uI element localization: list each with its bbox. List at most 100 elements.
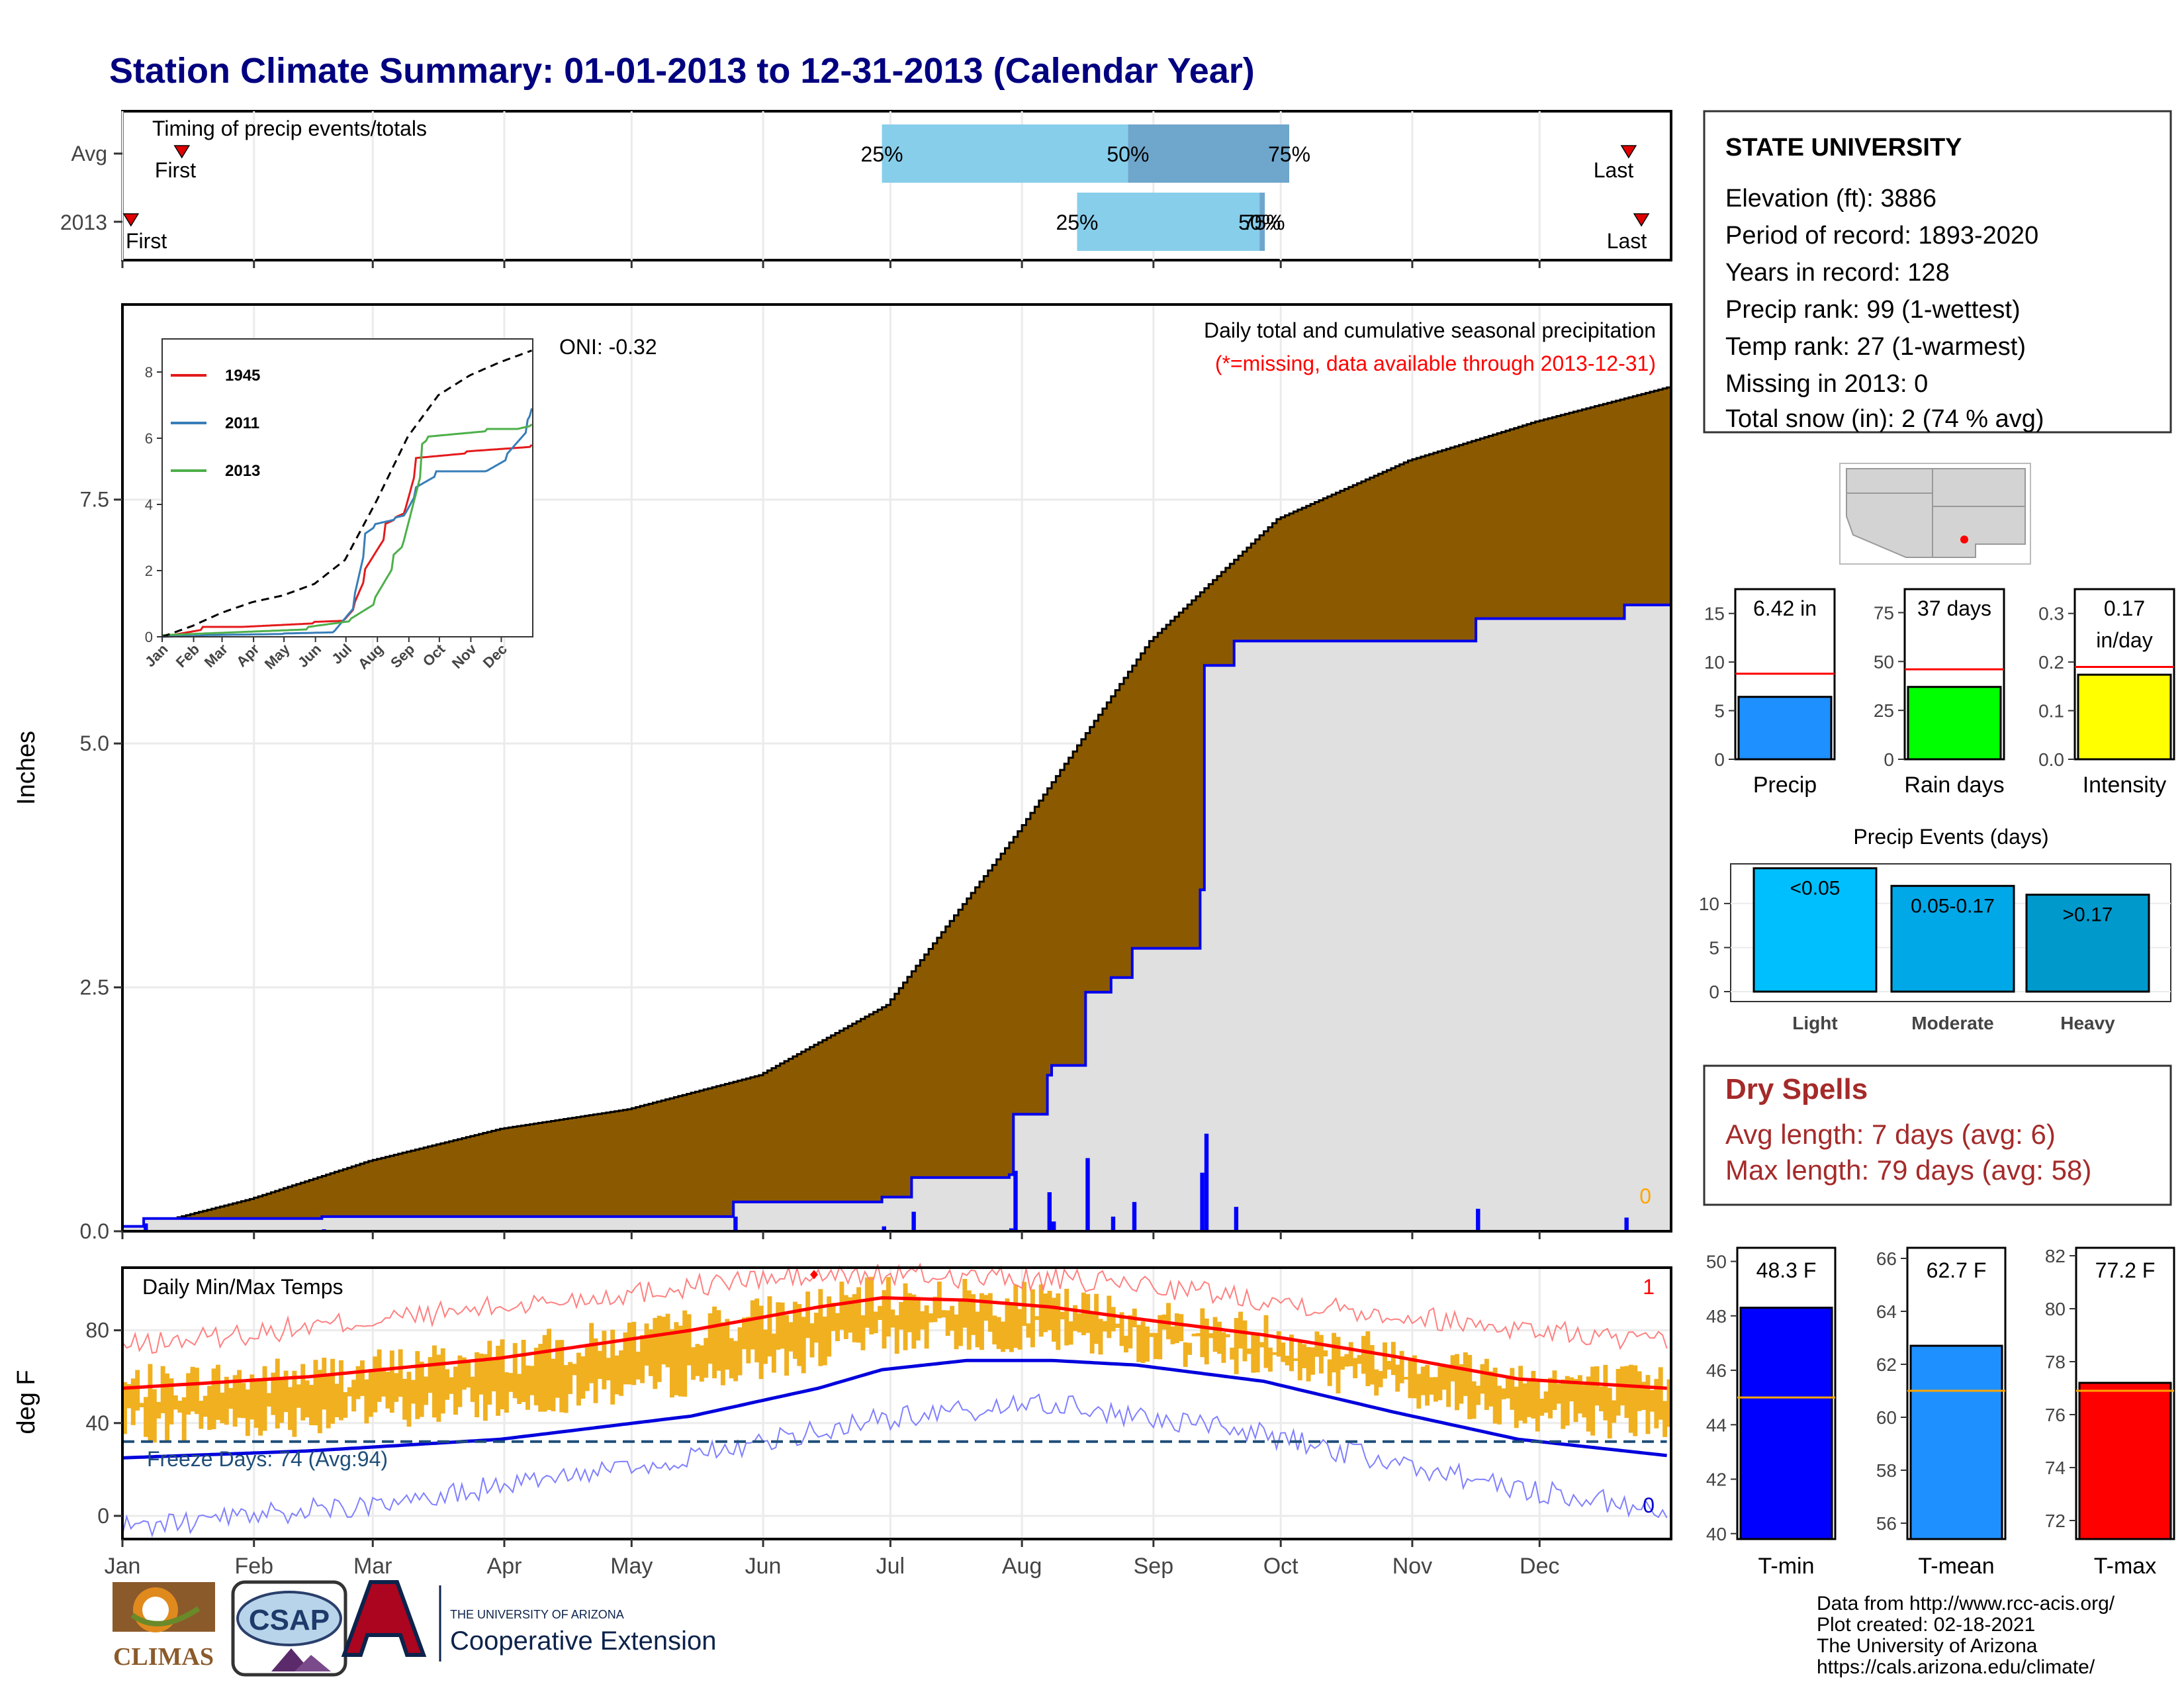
page-title: Station Climate Summary: 01-01-2013 to 1… xyxy=(109,51,1255,91)
temp-summary-value-0: 48.3 F xyxy=(1756,1258,1817,1282)
footer-line-university: The University of Arizona xyxy=(1817,1635,2038,1657)
daily-temp-bar xyxy=(1217,1321,1222,1354)
daily-temp-bar xyxy=(389,1350,394,1413)
daily-temp-bar xyxy=(1552,1370,1557,1410)
station-name: STATE UNIVERSITY xyxy=(1725,134,1962,162)
daily-temp-bar xyxy=(971,1294,976,1335)
footer-credits: Data from http://www.rcc-acis.org/ Plot … xyxy=(1817,1593,2115,1678)
daily-temp-bar xyxy=(207,1385,212,1430)
timing-panel-title: Timing of precip events/totals xyxy=(152,117,427,140)
daily-temp-bar xyxy=(911,1294,917,1349)
mini-bar-value-2-b: in/day xyxy=(2096,628,2152,652)
station-box-frame xyxy=(1703,110,2172,434)
month-tick-label-4: May xyxy=(610,1554,653,1579)
daily-temp-bar xyxy=(1255,1332,1260,1373)
daily-temp-bar xyxy=(181,1397,187,1442)
daily-temp-bar xyxy=(1119,1312,1124,1346)
daily-temp-bar xyxy=(1170,1326,1175,1344)
daily-temp-bar xyxy=(1179,1314,1184,1342)
daily-temp-bar xyxy=(699,1345,704,1382)
mini-bar-tick-label-0-3: 15 xyxy=(1704,604,1725,624)
daily-temp-bar xyxy=(525,1365,530,1410)
daily-temp-bar xyxy=(1577,1375,1582,1414)
daily-temp-bar xyxy=(1052,1297,1056,1342)
daily-temp-bar xyxy=(848,1297,853,1333)
temp-summary-bar-1 xyxy=(1909,1344,2003,1540)
daily-temp-bar xyxy=(1471,1381,1477,1419)
station-line-temp-rank: Temp rank: 27 (1-warmest) xyxy=(1725,333,2026,361)
daily-temp-bar xyxy=(1094,1293,1099,1344)
daily-precip-bar xyxy=(1476,1209,1480,1231)
daily-temp-bar xyxy=(737,1327,743,1376)
ua-cooperative-extension-logo: A THE UNIVERSITY OF ARIZONA Cooperative … xyxy=(341,1580,716,1662)
dry-spells-title: Dry Spells xyxy=(1725,1073,1868,1105)
temp-summary-tick-label-1-2: 60 xyxy=(1876,1407,1897,1428)
events-category-1: Moderate xyxy=(1911,1013,1993,1033)
timing-avg-pct-label-2: 50% xyxy=(1107,142,1149,166)
events-y-tick-label-1: 5 xyxy=(1709,937,1719,958)
inset-y-tick-label-1: 2 xyxy=(145,563,153,579)
daily-temp-bar xyxy=(470,1376,475,1402)
daily-temp-bar xyxy=(343,1392,348,1418)
csap-logo-text: CSAP xyxy=(249,1604,330,1636)
timing-2013-first-marker xyxy=(122,213,140,227)
daily-temp-bar xyxy=(674,1322,679,1395)
daily-temp-bar xyxy=(338,1360,343,1421)
daily-temp-bar xyxy=(648,1329,653,1376)
daily-temp-bar xyxy=(1357,1355,1362,1364)
mini-bar-tick-label-1-0: 0 xyxy=(1884,749,1894,770)
temp-summary-tick-label-2-1: 74 xyxy=(2045,1458,2066,1478)
daily-temp-bar xyxy=(1497,1385,1502,1425)
daily-temp-bar xyxy=(266,1393,271,1407)
daily-temp-bar xyxy=(1115,1323,1120,1329)
daily-temp-bar xyxy=(610,1329,615,1405)
daily-temp-bar xyxy=(1353,1358,1358,1379)
daily-temp-bar xyxy=(707,1313,713,1364)
daily-temp-bar xyxy=(453,1366,458,1415)
daily-temp-bar xyxy=(1556,1383,1561,1404)
inset-y-tick-label-0: 0 xyxy=(145,629,153,645)
footer-line-created: Plot created: 02-18-2021 xyxy=(1817,1614,2035,1636)
daily-temp-bar xyxy=(292,1370,297,1437)
daily-temp-bar xyxy=(1437,1366,1443,1401)
temp-series-avg-max xyxy=(122,1296,1667,1390)
daily-temp-bar xyxy=(979,1293,984,1350)
inset-y-tick-label-2: 4 xyxy=(145,496,153,513)
temp-summary-tick-label-2-3: 78 xyxy=(2045,1352,2066,1372)
daily-temp-bar xyxy=(1323,1350,1328,1357)
daily-temp-bar xyxy=(300,1364,306,1421)
daily-temp-bar xyxy=(1149,1333,1154,1337)
daily-temp-bar xyxy=(1387,1360,1392,1370)
timing-avg-bar-25-50 xyxy=(882,124,1128,183)
timing-2013-last-label: Last xyxy=(1607,229,1647,253)
daily-temp-bar xyxy=(410,1380,416,1404)
inset-legend-label-2: 2013 xyxy=(225,462,260,480)
daily-temp-bar xyxy=(640,1335,645,1383)
daily-temp-bar xyxy=(822,1316,827,1366)
daily-temp-bar xyxy=(364,1379,369,1424)
daily-temp-bar xyxy=(784,1315,790,1376)
daily-temp-bar xyxy=(924,1305,929,1349)
daily-temp-bar xyxy=(1098,1319,1103,1355)
daily-temp-bar xyxy=(598,1350,602,1380)
daily-temp-bar xyxy=(1276,1331,1281,1357)
daily-temp-bar xyxy=(843,1295,848,1339)
daily-temp-bar xyxy=(831,1303,836,1331)
daily-temp-bar xyxy=(1263,1315,1269,1368)
temp-summary-tick-label-2-4: 80 xyxy=(2045,1299,2066,1319)
daily-temp-bar xyxy=(839,1282,844,1330)
events-bar-label-1: 0.05-0.17 xyxy=(1911,895,1995,917)
daily-temp-bar xyxy=(771,1333,776,1373)
daily-temp-bar xyxy=(258,1380,263,1436)
daily-temp-bar xyxy=(216,1364,220,1420)
daily-temp-bar xyxy=(776,1302,781,1350)
station-info-box: STATE UNIVERSITY Elevation (ft): 3886 Pe… xyxy=(1703,110,2172,434)
daily-temp-bar xyxy=(563,1365,569,1413)
daily-temp-bar xyxy=(317,1370,322,1434)
timing-2013-bar-50-75 xyxy=(1259,193,1265,251)
daily-temp-bar xyxy=(351,1380,357,1412)
mini-bar-tick-label-0-0: 0 xyxy=(1714,749,1725,770)
daily-temp-bar xyxy=(1111,1307,1116,1332)
daily-temp-bar xyxy=(1230,1347,1235,1360)
daily-temp-bar xyxy=(1383,1342,1387,1379)
